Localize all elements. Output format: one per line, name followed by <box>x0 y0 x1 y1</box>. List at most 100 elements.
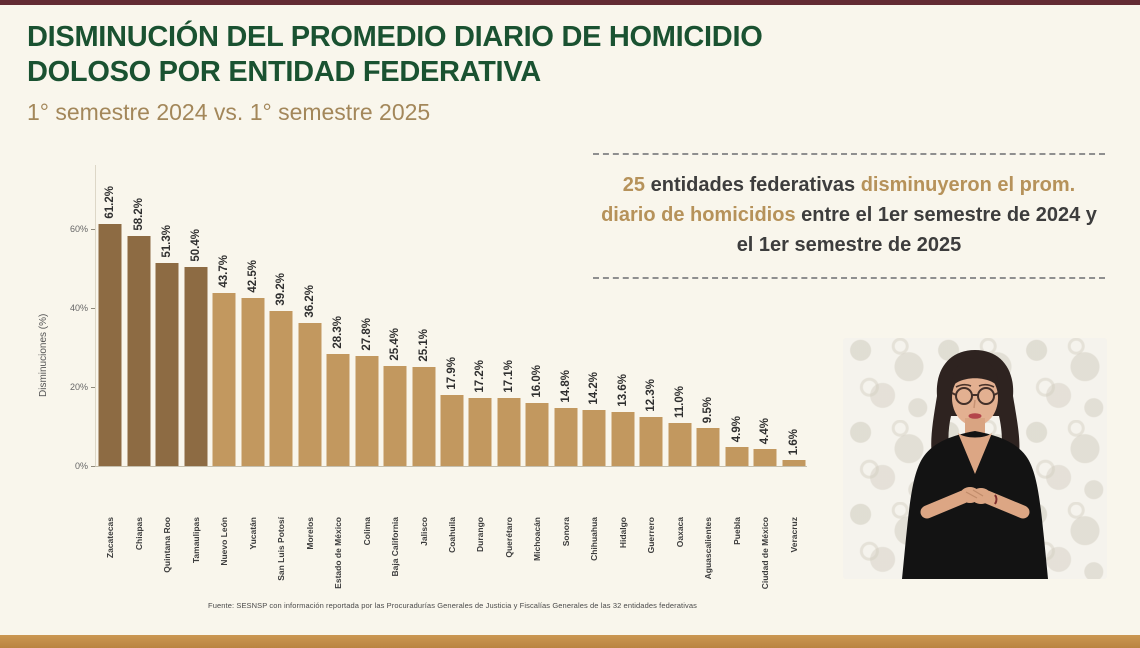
y-tick-mark <box>91 466 95 467</box>
y-tick-label: 40% <box>69 303 88 313</box>
bar-category-label: Puebla <box>731 517 742 545</box>
chart-bar <box>668 423 692 466</box>
bar-category-label: Michoacán <box>532 517 543 561</box>
bar-slot: 4.9% Puebla <box>723 165 751 545</box>
chart-bar <box>269 311 293 466</box>
bar-slot: 36.2% Morelos <box>295 165 323 550</box>
bar-category-label: Hidalgo <box>617 517 628 549</box>
bar-category-label: Tamaulipas <box>190 517 201 564</box>
bar-value-label: 27.8% <box>360 318 373 351</box>
bar-slot: 39.2% San Luis Potosí <box>267 165 295 581</box>
bar-slot: 13.6% Hidalgo <box>609 165 637 548</box>
y-tick-mark <box>91 387 95 388</box>
bar-category-label: Sonora <box>560 517 571 547</box>
bar-category-label: Aguascalientes <box>703 517 714 580</box>
bar-category-label: Chihuahua <box>589 517 600 561</box>
chart-bar <box>383 366 407 466</box>
bar-value-label: 58.2% <box>132 198 145 231</box>
bar-category-label: Jalisco <box>418 517 429 546</box>
bar-value-label: 39.2% <box>275 273 288 306</box>
bar-slot: 25.1% Jalisco <box>409 165 437 546</box>
y-tick-label: 20% <box>69 382 88 392</box>
bar-slot: 14.2% Chihuahua <box>580 165 608 561</box>
bar-slot: 17.2% Durango <box>466 165 494 552</box>
chart-bar <box>184 267 208 466</box>
bar-category-label: Ciudad de México <box>760 517 771 590</box>
source-note: Fuente: SESNSP con información reportada… <box>208 601 697 610</box>
chart-bar <box>326 354 350 466</box>
chart-bar <box>355 356 379 466</box>
chart-bar <box>611 412 635 466</box>
bar-slot: 17.9% Coahuila <box>438 165 466 553</box>
bar-slot: 16.0% Michoacán <box>523 165 551 561</box>
bar-category-label: Baja California <box>390 517 401 577</box>
bar-category-label: Durango <box>475 517 486 552</box>
chart-bar <box>212 293 236 466</box>
bar-slot: 51.3% Quintana Roo <box>153 165 181 573</box>
bar-category-label: Coahuila <box>446 517 457 553</box>
bar-slot: 27.8% Colima <box>352 165 380 545</box>
bar-category-label: Zacatecas <box>105 517 116 559</box>
bar-value-label: 14.8% <box>559 370 572 403</box>
sign-language-interpreter-video <box>843 338 1107 579</box>
bar-value-label: 16.0% <box>531 365 544 398</box>
bar-value-label: 12.3% <box>645 379 658 412</box>
chart-bar <box>525 403 549 466</box>
plot-area: 61.2% Zacatecas 58.2% Chiapas 51.3% Quintana … <box>95 165 807 589</box>
bar-category-label: Quintana Roo <box>162 517 173 573</box>
bar-value-label: 13.6% <box>616 374 629 407</box>
chart-bar <box>440 395 464 466</box>
chart-bar <box>639 417 663 466</box>
x-axis-line <box>95 466 807 467</box>
bar-value-label: 9.5% <box>702 396 715 423</box>
chart-bar <box>412 367 435 466</box>
bar-category-label: Veracruz <box>788 517 799 553</box>
y-tick-mark <box>91 308 95 309</box>
bottom-border-bar <box>0 635 1140 648</box>
bar-value-label: 17.1% <box>502 360 515 393</box>
bar-value-label: 17.9% <box>445 357 458 390</box>
bar-value-label: 42.5% <box>246 260 259 293</box>
bar-slot: 4.4% Ciudad de México <box>751 165 779 589</box>
bar-category-label: Nuevo León <box>219 517 230 566</box>
y-tick-mark <box>91 229 95 230</box>
bar-slot: 28.3% Estado de México <box>324 165 352 589</box>
callout-text: entre el 1er semestre de 2024 y el 1er s… <box>736 204 1097 256</box>
bar-value-label: 61.2% <box>104 186 117 219</box>
bar-value-label: 11.0% <box>673 386 686 418</box>
bar-value-label: 4.4% <box>759 417 772 444</box>
bar-category-label: Estado de México <box>333 517 344 589</box>
bar-slot: 50.4% Tamaulipas <box>181 165 209 563</box>
bar-value-label: 28.3% <box>332 316 345 349</box>
chart-bar <box>696 428 720 466</box>
bar-category-label: Colima <box>361 517 372 546</box>
bar-slot: 43.7% Nuevo León <box>210 165 238 566</box>
chart-bar <box>98 224 122 466</box>
chart-bar <box>582 410 606 466</box>
bar-value-label: 36.2% <box>303 285 316 318</box>
bar-value-label: 17.2% <box>474 360 487 393</box>
y-axis-label: Disminuciones (%) <box>38 313 49 397</box>
bar-category-label: Guerrero <box>646 517 657 554</box>
bar-value-label: 4.9% <box>730 415 743 442</box>
page-subtitle: 1° semestre 2024 vs. 1° semestre 2025 <box>27 99 431 125</box>
sign-language-interpreter-figure <box>902 350 1048 579</box>
y-tick-label: 60% <box>69 224 88 234</box>
callout-number: 25 <box>622 174 646 196</box>
bar-slot: 12.3% Guerrero <box>637 165 665 553</box>
bar-category-label: Yucatán <box>247 517 258 550</box>
chart-bar <box>753 449 777 466</box>
bar-slot: 61.2% Zacatecas <box>96 165 124 558</box>
callout-text: entidades federativas <box>645 174 861 196</box>
bar-slot: 25.4% Baja California <box>381 165 409 577</box>
bar-value-label: 25.4% <box>389 328 402 361</box>
chart-bar <box>468 398 492 466</box>
bar-category-label: Morelos <box>304 517 315 550</box>
bar-value-label: 51.3% <box>161 225 174 258</box>
chart-bar <box>155 263 179 466</box>
chart-bar <box>497 398 521 466</box>
bar-category-label: Oaxaca <box>674 517 685 548</box>
chart-bar <box>554 408 578 466</box>
bar-value-label: 50.4% <box>189 229 202 262</box>
